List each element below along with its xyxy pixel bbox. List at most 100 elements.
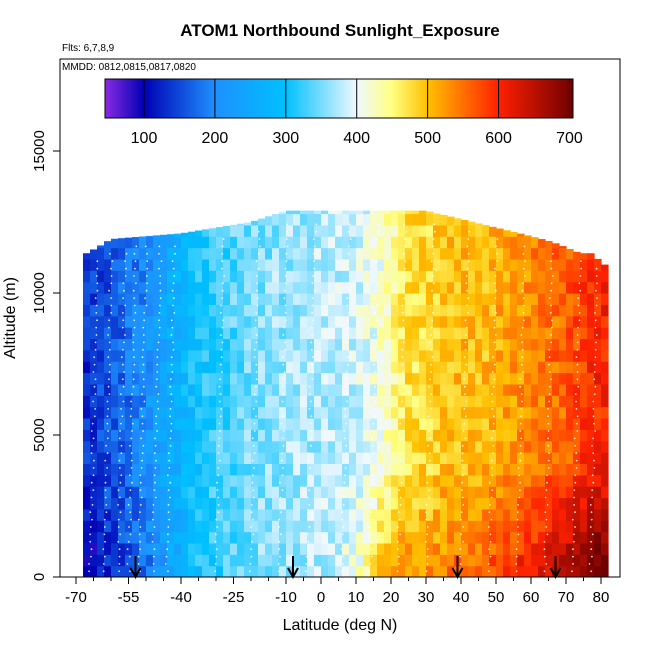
track-dot xyxy=(376,282,379,285)
track-dot xyxy=(135,245,138,248)
heatmap-cell xyxy=(489,452,497,464)
track-dot xyxy=(215,555,218,558)
track-dot xyxy=(133,252,136,255)
track-dot xyxy=(349,289,351,292)
heatmap-cell xyxy=(510,542,518,555)
track-dot xyxy=(433,282,435,285)
heatmap-cell xyxy=(216,440,224,453)
heatmap-cell xyxy=(174,304,182,317)
track-dot xyxy=(281,489,284,491)
heatmap-cell xyxy=(461,315,469,328)
heatmap-cell xyxy=(559,531,567,544)
track-dot xyxy=(120,474,123,477)
heatmap-cell xyxy=(573,315,581,328)
heatmap-cell xyxy=(391,463,399,476)
heatmap-cell xyxy=(279,554,287,567)
heatmap-cell xyxy=(594,474,602,487)
heatmap-cell xyxy=(496,508,504,521)
track-dot xyxy=(464,334,467,336)
heatmap-cell xyxy=(83,253,91,260)
heatmap-cell xyxy=(237,327,245,340)
heatmap-cell xyxy=(244,315,252,328)
track-dot xyxy=(311,334,313,336)
heatmap-cell xyxy=(510,270,518,283)
heatmap-cell xyxy=(125,293,133,305)
heatmap-cell xyxy=(223,440,231,453)
heatmap-cell xyxy=(90,361,98,374)
heatmap-cell xyxy=(237,452,245,464)
track-dot xyxy=(220,334,222,336)
heatmap-cell xyxy=(496,429,504,442)
heatmap-cell xyxy=(104,247,112,260)
track-dot xyxy=(131,430,133,432)
heatmap-cell xyxy=(419,210,427,215)
heatmap-cell xyxy=(447,542,455,555)
heatmap-cell xyxy=(279,531,287,544)
heatmap-cell xyxy=(230,236,238,249)
track-dot xyxy=(89,540,92,543)
track-dot xyxy=(464,341,467,344)
heatmap-cell xyxy=(223,293,231,305)
track-dot xyxy=(129,570,131,573)
heatmap-cell xyxy=(454,463,462,476)
heatmap-cell xyxy=(601,497,609,510)
heatmap-cell xyxy=(111,238,119,249)
heatmap-cell xyxy=(517,565,525,577)
track-dot xyxy=(170,319,173,322)
track-dot xyxy=(284,267,287,270)
heatmap-cell xyxy=(160,327,168,340)
heatmap-cell xyxy=(538,565,546,577)
track-dot xyxy=(145,289,148,292)
heatmap-cell xyxy=(468,247,476,260)
heatmap-cell xyxy=(139,270,147,283)
heatmap-cell xyxy=(461,338,469,351)
heatmap-cell xyxy=(419,304,427,317)
track-dot xyxy=(90,430,93,432)
track-dot xyxy=(372,474,374,477)
track-dot xyxy=(142,385,145,388)
track-dot xyxy=(550,260,552,263)
track-dot xyxy=(281,385,284,388)
heatmap-cell xyxy=(524,395,532,408)
track-dot xyxy=(159,297,162,299)
heatmap-cell xyxy=(223,508,231,521)
heatmap-cell xyxy=(398,417,406,430)
track-dot xyxy=(429,378,431,381)
heatmap-cell xyxy=(97,245,105,249)
heatmap-cell xyxy=(83,293,91,305)
heatmap-cell xyxy=(286,224,294,237)
track-dot xyxy=(255,275,258,277)
track-dot xyxy=(283,297,286,299)
heatmap-cell xyxy=(244,531,252,544)
heatmap-cell xyxy=(545,531,553,544)
heatmap-cell xyxy=(398,474,406,487)
track-dot xyxy=(573,533,575,536)
heatmap-cell xyxy=(293,486,301,499)
heatmap-cell xyxy=(496,258,504,271)
heatmap-cell xyxy=(202,327,210,340)
heatmap-cell xyxy=(440,270,448,283)
track-dot xyxy=(575,422,578,425)
heatmap-cell xyxy=(426,497,434,510)
heatmap-cell xyxy=(314,372,322,385)
heatmap-cell xyxy=(475,452,483,464)
heatmap-cell xyxy=(237,520,245,533)
heatmap-cell xyxy=(426,224,434,237)
track-dot xyxy=(310,422,312,425)
track-dot xyxy=(341,540,343,543)
heatmap-cell xyxy=(517,349,525,362)
heatmap-cell xyxy=(412,497,420,510)
heatmap-cell xyxy=(279,486,287,499)
track-dot xyxy=(576,334,579,336)
heatmap-cell xyxy=(307,258,315,271)
heatmap-cell xyxy=(482,452,490,464)
track-dot xyxy=(346,400,348,403)
heatmap-cell xyxy=(335,258,343,271)
heatmap-cell xyxy=(363,531,371,544)
track-dot xyxy=(145,275,148,277)
heatmap-cell xyxy=(83,270,91,283)
heatmap-cell xyxy=(300,236,308,249)
heatmap-cell xyxy=(160,486,168,499)
heatmap-cell xyxy=(342,508,350,521)
heatmap-cell xyxy=(237,315,245,328)
